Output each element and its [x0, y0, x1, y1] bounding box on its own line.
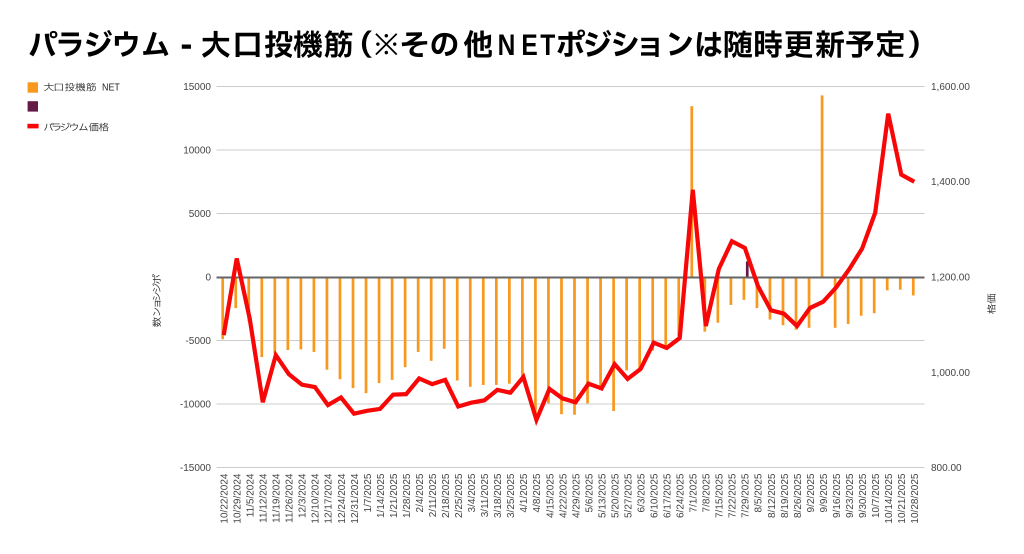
- svg-text:3/11/2025: 3/11/2025: [480, 473, 491, 517]
- svg-text:-10000: -10000: [180, 400, 212, 411]
- svg-text:12/17/2024: 12/17/2024: [324, 473, 335, 523]
- svg-text:11/26/2024: 11/26/2024: [285, 473, 296, 523]
- svg-text:8/12/2025: 8/12/2025: [767, 473, 778, 518]
- svg-text:6/17/2025: 6/17/2025: [663, 473, 674, 518]
- svg-text:10/22/2024: 10/22/2024: [220, 473, 231, 523]
- svg-text:11/5/2024: 11/5/2024: [246, 473, 257, 517]
- svg-text:9/2/2025: 9/2/2025: [806, 473, 817, 512]
- svg-text:4/22/2025: 4/22/2025: [558, 473, 569, 518]
- svg-text:9/30/2025: 9/30/2025: [858, 473, 869, 518]
- svg-text:10/14/2025: 10/14/2025: [884, 473, 895, 523]
- svg-text:11/19/2024: 11/19/2024: [272, 473, 283, 523]
- svg-text:10/29/2024: 10/29/2024: [233, 473, 244, 523]
- svg-text:-5000: -5000: [185, 336, 211, 347]
- svg-text:6/24/2025: 6/24/2025: [676, 473, 687, 518]
- svg-text:4/29/2025: 4/29/2025: [571, 473, 582, 518]
- svg-text:3/25/2025: 3/25/2025: [506, 473, 517, 518]
- svg-text:4/1/2025: 4/1/2025: [519, 473, 530, 512]
- svg-text:3/4/2025: 3/4/2025: [467, 473, 478, 512]
- svg-text:1,200.00: 1,200.00: [931, 273, 970, 284]
- svg-text:6/3/2025: 6/3/2025: [636, 473, 647, 512]
- svg-text:5/6/2025: 5/6/2025: [584, 473, 595, 512]
- svg-text:7/8/2025: 7/8/2025: [702, 473, 713, 512]
- svg-text:0: 0: [205, 273, 211, 284]
- svg-text:4/8/2025: 4/8/2025: [532, 473, 543, 512]
- svg-text:9/23/2025: 9/23/2025: [845, 473, 856, 518]
- svg-text:2/18/2025: 2/18/2025: [441, 473, 452, 518]
- svg-text:7/15/2025: 7/15/2025: [715, 473, 726, 518]
- svg-text:10/21/2025: 10/21/2025: [897, 473, 908, 523]
- svg-text:1,400.00: 1,400.00: [931, 177, 970, 188]
- svg-text:2/11/2025: 2/11/2025: [428, 473, 439, 517]
- svg-text:2/25/2025: 2/25/2025: [454, 473, 465, 518]
- svg-text:12/3/2024: 12/3/2024: [298, 473, 309, 518]
- svg-text:2/4/2025: 2/4/2025: [415, 473, 426, 512]
- svg-text:7/22/2025: 7/22/2025: [728, 473, 739, 518]
- svg-text:10000: 10000: [183, 146, 211, 157]
- svg-text:9/9/2025: 9/9/2025: [819, 473, 830, 512]
- svg-text:11/12/2024: 11/12/2024: [259, 473, 270, 523]
- svg-text:1,000.00: 1,000.00: [931, 368, 970, 379]
- svg-text:1/28/2025: 1/28/2025: [402, 473, 413, 518]
- svg-text:12/24/2024: 12/24/2024: [337, 473, 348, 523]
- svg-text:E: E: [521, 29, 537, 61]
- svg-text:5/20/2025: 5/20/2025: [610, 473, 621, 518]
- svg-text:5/13/2025: 5/13/2025: [597, 473, 608, 518]
- svg-text:800.00: 800.00: [931, 463, 962, 474]
- svg-text:NET: NET: [102, 82, 120, 94]
- svg-text:4/15/2025: 4/15/2025: [545, 473, 556, 518]
- svg-text:10/7/2025: 10/7/2025: [871, 473, 882, 518]
- svg-text:1/21/2025: 1/21/2025: [389, 473, 400, 518]
- svg-text:1/14/2025: 1/14/2025: [376, 473, 387, 518]
- svg-text:-15000: -15000: [180, 463, 212, 474]
- svg-text:1,600.00: 1,600.00: [931, 82, 970, 93]
- svg-text:5/27/2025: 5/27/2025: [623, 473, 634, 518]
- svg-text:15000: 15000: [183, 82, 211, 93]
- svg-text:1/7/2025: 1/7/2025: [363, 473, 374, 512]
- svg-text:12/31/2024: 12/31/2024: [350, 473, 361, 523]
- svg-text:10/28/2025: 10/28/2025: [910, 473, 921, 523]
- svg-text:8/5/2025: 8/5/2025: [754, 473, 765, 512]
- svg-text:T: T: [540, 29, 555, 61]
- svg-text:N: N: [498, 29, 516, 61]
- svg-text:5000: 5000: [189, 209, 212, 220]
- svg-text:8/19/2025: 8/19/2025: [780, 473, 791, 518]
- svg-text:6/10/2025: 6/10/2025: [649, 473, 660, 518]
- svg-text:9/16/2025: 9/16/2025: [832, 473, 843, 518]
- svg-text:8/26/2025: 8/26/2025: [793, 473, 804, 518]
- svg-text:7/29/2025: 7/29/2025: [741, 473, 752, 518]
- svg-text:7/1/2025: 7/1/2025: [689, 473, 700, 512]
- svg-text:3/18/2025: 3/18/2025: [493, 473, 504, 518]
- svg-text:12/10/2024: 12/10/2024: [311, 473, 322, 523]
